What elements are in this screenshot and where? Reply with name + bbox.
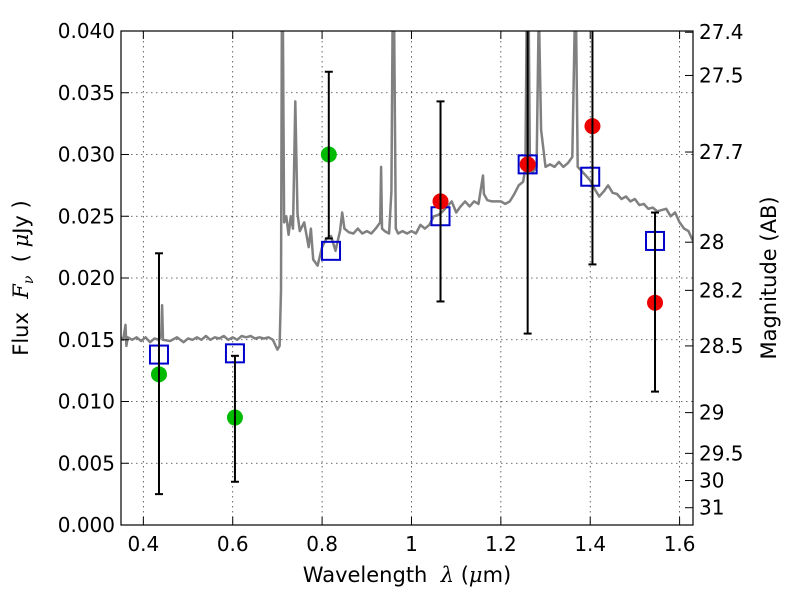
y-tick-label: 0.025 <box>58 204 115 228</box>
y-tick-label: 0.040 <box>58 19 115 43</box>
model-flux-box <box>321 240 342 261</box>
errorbar <box>523 31 532 335</box>
y-tick-label: 0.000 <box>58 513 115 537</box>
x-tick-label: 1 <box>405 532 418 556</box>
errorbar <box>154 252 163 496</box>
grid <box>121 30 693 526</box>
errorbar <box>230 354 239 483</box>
x-tick-label: 1.6 <box>664 532 696 556</box>
y-tick-label: 0.005 <box>58 451 115 475</box>
errorbar <box>324 70 333 240</box>
y2-axis-label: Magnitude (AB) <box>757 196 781 359</box>
y-tick-label: 0.030 <box>58 143 115 167</box>
plot-area <box>121 31 693 496</box>
mag-tick-label: 27.5 <box>699 63 744 87</box>
y-tick-label: 0.015 <box>58 328 115 352</box>
errorbar <box>651 211 660 393</box>
mag-tick-label: 29 <box>699 401 724 425</box>
mag-tick-label: 29.5 <box>699 441 744 465</box>
mag-tick-label: 27.4 <box>699 20 744 44</box>
mag-tick-label: 28 <box>699 230 724 254</box>
ticks: 0.4 0.6 0.8 1 1.2 1.4 1.6 0.000 0.005 0.010 0.015 0… <box>58 19 744 556</box>
errorbar <box>588 31 597 266</box>
x-tick-label: 0.4 <box>127 532 159 556</box>
mag-tick-label: 28.2 <box>699 278 744 302</box>
spectrum-line <box>121 31 693 351</box>
errorbar <box>436 100 445 303</box>
model-flux-box <box>580 166 601 187</box>
x-tick-label: 1.4 <box>574 532 606 556</box>
mag-tick-label: 31 <box>699 496 724 520</box>
y-tick-label: 0.020 <box>58 266 115 290</box>
x-tick-label: 0.6 <box>217 532 249 556</box>
x-axis-label: Wavelength λ (μm) <box>303 563 511 587</box>
y-axis-label: Flux Fν ( μJy ) <box>9 200 37 355</box>
mag-tick-label: 30 <box>699 469 724 493</box>
y-tick-label: 0.035 <box>58 81 115 105</box>
y-tick-label: 0.010 <box>58 390 115 414</box>
x-tick-label: 0.8 <box>306 532 338 556</box>
x-tick-label: 1.2 <box>485 532 517 556</box>
mag-tick-label: 28.5 <box>699 334 744 358</box>
mag-tick-label: 27.7 <box>699 140 744 164</box>
